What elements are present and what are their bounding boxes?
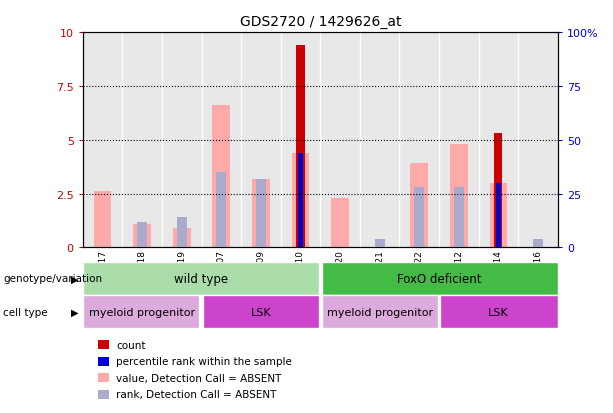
Bar [216, 173, 226, 248]
Bar [213, 106, 230, 248]
Bar [94, 192, 112, 248]
Bar [322, 262, 558, 295]
Bar [133, 224, 151, 248]
Bar [321, 33, 360, 248]
Bar [256, 179, 266, 248]
Text: cell type: cell type [3, 307, 48, 317]
Text: ▶: ▶ [71, 307, 78, 317]
Bar [202, 33, 241, 248]
Text: genotype/variation: genotype/variation [3, 274, 102, 284]
Bar [454, 188, 464, 248]
Bar [360, 33, 400, 248]
Bar [83, 295, 199, 328]
Bar [496, 183, 501, 248]
Text: count: count [116, 340, 146, 350]
Bar [241, 33, 281, 248]
Bar [414, 188, 424, 248]
Bar [375, 239, 384, 248]
Bar [441, 295, 558, 328]
Bar [322, 295, 438, 328]
Bar [400, 33, 439, 248]
Text: LSK: LSK [251, 307, 271, 317]
Text: myeloid progenitor: myeloid progenitor [89, 307, 195, 317]
Bar [292, 153, 310, 248]
Text: percentile rank within the sample: percentile rank within the sample [116, 356, 292, 366]
Bar [252, 179, 270, 248]
Text: value, Detection Call = ABSENT: value, Detection Call = ABSENT [116, 373, 282, 383]
Bar [490, 183, 508, 248]
Bar [479, 33, 518, 248]
Text: LSK: LSK [488, 307, 509, 317]
Bar [495, 134, 503, 248]
Bar [533, 239, 543, 248]
Bar [177, 218, 186, 248]
Bar [281, 33, 321, 248]
Bar [83, 262, 319, 295]
Bar [297, 46, 305, 248]
Bar [298, 153, 303, 248]
Text: ▶: ▶ [71, 274, 78, 284]
Bar [518, 33, 558, 248]
Text: myeloid progenitor: myeloid progenitor [327, 307, 433, 317]
Text: FoxO deficient: FoxO deficient [397, 272, 481, 285]
Bar [450, 145, 468, 248]
Bar [83, 33, 123, 248]
Bar [123, 33, 162, 248]
Bar [173, 228, 191, 248]
Bar [137, 222, 147, 248]
Bar [410, 164, 428, 248]
Bar [162, 33, 202, 248]
Bar [331, 198, 349, 248]
Title: GDS2720 / 1429626_at: GDS2720 / 1429626_at [240, 15, 401, 29]
Bar [203, 295, 319, 328]
Text: rank, Detection Call = ABSENT: rank, Detection Call = ABSENT [116, 389, 277, 399]
Bar [439, 33, 479, 248]
Text: wild type: wild type [175, 272, 229, 285]
